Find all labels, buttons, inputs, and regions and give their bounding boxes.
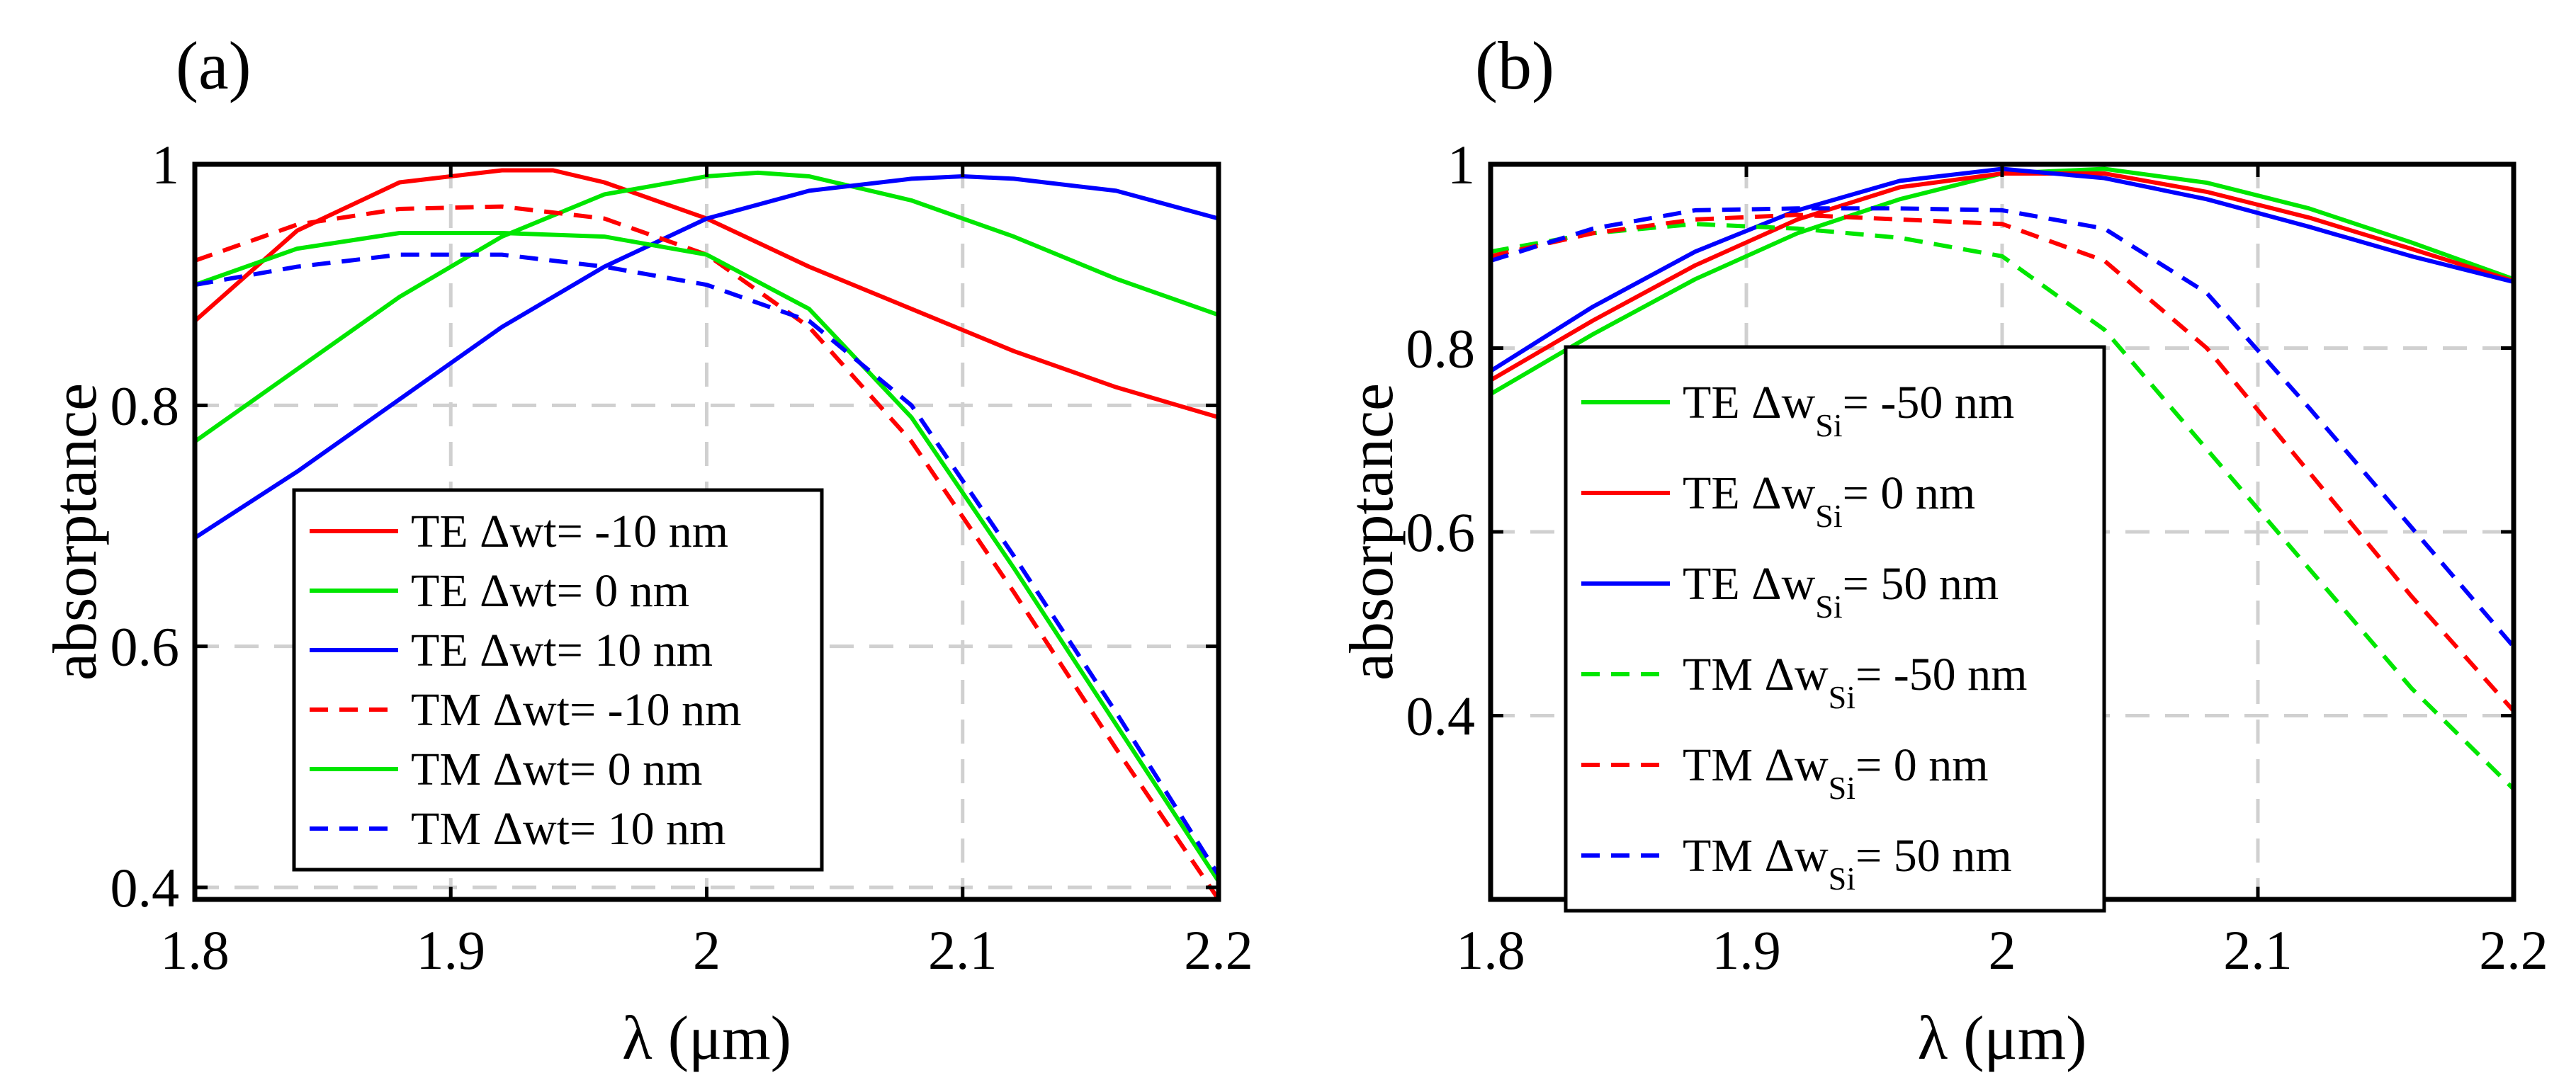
panel-b-y-tick-label: 0.6	[1406, 501, 1476, 563]
panel-a-x-tick-label: 2.2	[1184, 919, 1253, 981]
panel-a-x-tick-label: 2	[693, 919, 721, 981]
panel-b-series-line-4	[1490, 222, 2516, 791]
panel-b-legend-label: TE ΔwSi= 50 nm	[1683, 558, 1999, 625]
panel-a-legend-label: TM Δwt= 10 nm	[411, 803, 726, 855]
panel-b-chart: 1.8 1.9 2 2.1 2.2 0.4 0.6 0.8 1 (b) λ (μm) absor…	[1338, 28, 2548, 1073]
panel-b-y-tick-label: 0.4	[1406, 686, 1476, 747]
panel-b-x-tick-label: 2.2	[2479, 919, 2548, 981]
panel-a-legend-label: TE Δwt= 0 nm	[411, 565, 689, 617]
panel-a-series-line-4	[194, 204, 1221, 901]
panel-b-legend-label: TE ΔwSi= 0 nm	[1683, 467, 1975, 534]
panel-b-legend-box	[1564, 345, 2106, 913]
panel-b-y-tick-label: 1	[1447, 134, 1475, 195]
panel-a-legend-label: TM Δwt= 0 nm	[411, 744, 703, 795]
panel-a-y-tick-label: 0.8	[111, 375, 180, 436]
panel-a-series-line-6	[194, 252, 1221, 877]
panel-a-series-line-1	[193, 168, 1219, 420]
panel-a-chart: 1.8 1.9 2 2.1 2.2 0.4 0.6 0.8 1 (a) λ (μm) absor…	[41, 28, 1253, 1073]
panel-a-y-tick-label: 0.6	[111, 616, 180, 678]
panel-a-x-tick-label: 1.8	[160, 919, 230, 981]
panel-b-legend: TE ΔwSi= -50 nm TE ΔwSi= 0 nm TE ΔwSi= 50 …	[1564, 345, 2106, 913]
panel-a-x-tick-label: 1.9	[417, 919, 486, 981]
panel-a-legend-label: TE Δwt= 10 nm	[411, 625, 713, 676]
panel-b-legend-label: TE ΔwSi= -50 nm	[1683, 377, 2014, 443]
panel-b-series-line-6	[1490, 206, 2516, 649]
panel-a-series-line-3	[193, 174, 1219, 540]
panel-b-series-line-5	[1490, 212, 2516, 712]
panel-b-x-tick-label: 1.9	[1712, 919, 1781, 981]
panel-a-legend-label: TM Δwt= -10 nm	[411, 684, 741, 736]
panel-b-label: (b)	[1475, 28, 1554, 103]
panel-a-legend-box	[292, 488, 824, 872]
panel-b-x-tick-label: 2.1	[2223, 919, 2293, 981]
panel-a-legend-label: TE Δwt= -10 nm	[411, 506, 728, 557]
panel-b-x-axis-label: λ (μm)	[1918, 1004, 2087, 1073]
panel-a-x-tick-label: 2.1	[928, 919, 998, 981]
panel-b-y-tick-label: 0.8	[1406, 318, 1476, 380]
panel-b-x-tick-label: 2	[1989, 919, 2016, 981]
panel-a-y-axis-label: absorptance	[41, 383, 110, 681]
panel-a-x-axis-label: λ (μm)	[622, 1004, 791, 1073]
panel-a-label: (a)	[176, 28, 252, 103]
panel-a-y-tick-label: 0.4	[111, 857, 180, 919]
panel-a-series-line-2	[193, 170, 1219, 443]
panel-b-legend-label: TM ΔwSi= -50 nm	[1683, 649, 2028, 715]
panel-a-series-line-5	[193, 231, 1221, 883]
panel-a-y-tick-label: 1	[152, 134, 179, 195]
panel-b-legend-label: TM ΔwSi= 0 nm	[1683, 739, 1989, 806]
panel-b-x-tick-label: 1.8	[1456, 919, 1525, 981]
panel-a-legend: TE Δwt= -10 nm TE Δwt= 0 nm TE Δwt= 10 nm T…	[292, 488, 824, 872]
panel-b-legend-label: TM ΔwSi= 50 nm	[1683, 830, 2012, 897]
panel-b-y-axis-label: absorptance	[1338, 383, 1406, 681]
